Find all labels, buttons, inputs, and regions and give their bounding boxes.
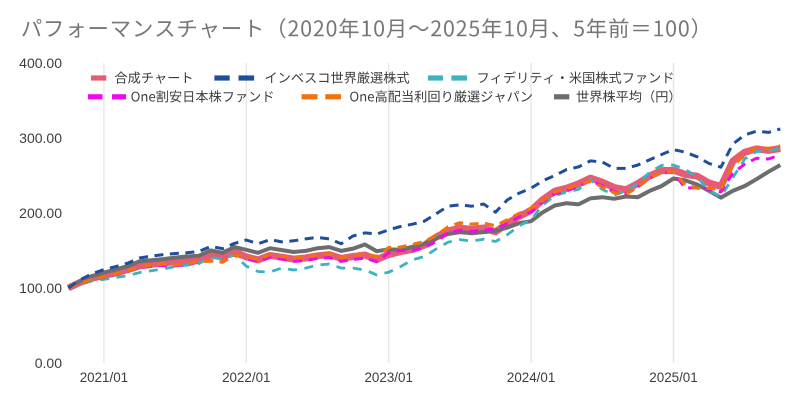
svg-text:300.00: 300.00 bbox=[19, 130, 62, 146]
svg-text:2025/01: 2025/01 bbox=[649, 370, 697, 385]
svg-text:400.00: 400.00 bbox=[19, 55, 62, 71]
svg-text:2021/01: 2021/01 bbox=[80, 370, 128, 385]
svg-text:2024/01: 2024/01 bbox=[507, 370, 555, 385]
svg-text:200.00: 200.00 bbox=[19, 205, 62, 221]
svg-text:0.00: 0.00 bbox=[35, 355, 62, 371]
svg-text:2022/01: 2022/01 bbox=[222, 370, 270, 385]
svg-text:100.00: 100.00 bbox=[19, 280, 62, 296]
svg-text:2023/01: 2023/01 bbox=[364, 370, 412, 385]
